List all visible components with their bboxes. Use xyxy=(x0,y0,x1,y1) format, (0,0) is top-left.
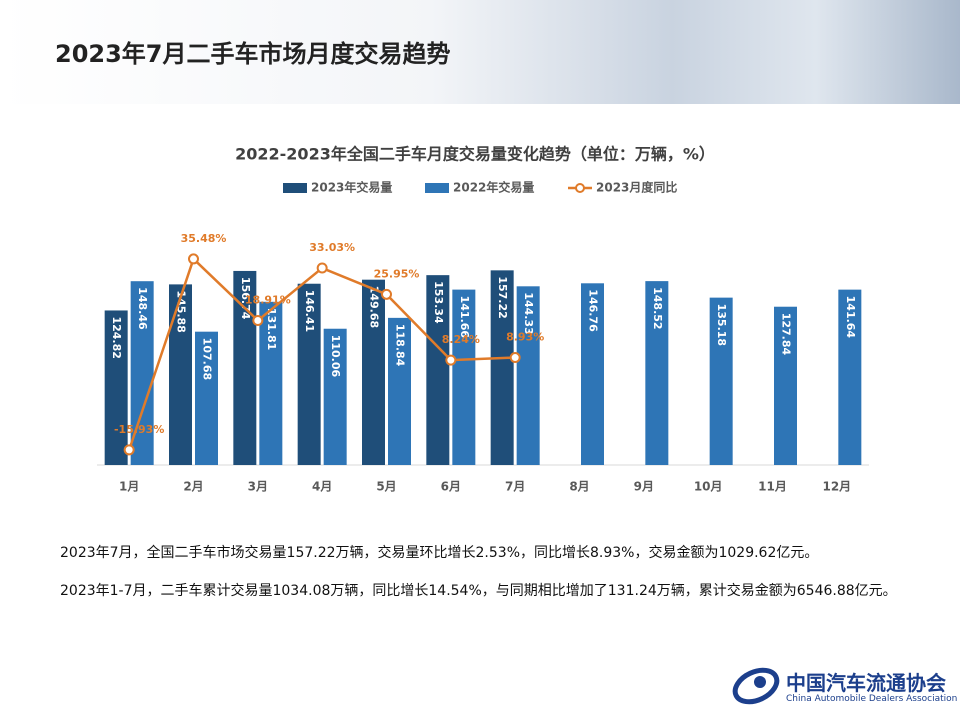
bar-value-label: 127.84 xyxy=(780,313,793,356)
line-value-label: 35.48% xyxy=(181,232,227,245)
x-tick-label: 3月 xyxy=(248,480,268,494)
note: 2023年1-7月，二手车累计交易量1034.08万辆，同比增长14.54%，与… xyxy=(60,583,897,599)
chart: 2022-2023年全国二手车月度交易量变化趋势（单位：万辆，%） 2023年交易… xyxy=(97,145,869,494)
bar-value-label: 156.74 xyxy=(239,277,252,320)
x-tick-label: 4月 xyxy=(312,480,332,494)
bar-value-label: 149.68 xyxy=(368,286,381,328)
bar-value-label: 141.64 xyxy=(844,296,857,339)
x-tick-label: 9月 xyxy=(634,480,654,494)
bar-value-label: 118.84 xyxy=(394,324,407,367)
line-value-label: 33.03% xyxy=(309,241,355,254)
bar xyxy=(259,301,283,465)
chart-title: 2022-2023年全国二手车月度交易量变化趋势（单位：万辆，%） xyxy=(235,145,715,164)
x-tick-label: 1月 xyxy=(119,480,139,494)
bar xyxy=(490,270,514,465)
bar-value-label: 110.06 xyxy=(329,335,342,378)
bar xyxy=(516,286,540,465)
bar xyxy=(323,328,347,465)
bar xyxy=(426,275,450,465)
x-tick-label: 12月 xyxy=(822,480,851,494)
bar-value-label: 131.81 xyxy=(265,308,278,350)
line-value-label: 8.93% xyxy=(506,331,544,344)
header-banner: 2023年7月二手车市场月度交易趋势 xyxy=(0,0,960,104)
legend-marker xyxy=(575,183,585,193)
line-marker xyxy=(123,444,135,456)
legend-swatch xyxy=(283,183,307,193)
bar xyxy=(645,281,669,465)
line-value-label: 25.95% xyxy=(374,267,420,280)
bar-value-label: 157.22 xyxy=(496,276,509,318)
legend-label: 2022年交易量 xyxy=(453,180,534,195)
x-tick-label: 11月 xyxy=(758,480,787,494)
bar-value-label: 146.76 xyxy=(587,289,600,332)
bar xyxy=(195,331,218,465)
line-marker xyxy=(509,352,521,364)
bar xyxy=(104,310,128,465)
line-marker xyxy=(188,253,199,265)
legend-label: 2023月度同比 xyxy=(596,180,677,195)
x-tick-label: 8月 xyxy=(569,480,589,494)
line-marker xyxy=(381,288,392,300)
logo-text: 中国汽车流通协会 xyxy=(786,671,946,695)
bar xyxy=(169,284,192,465)
line-marker xyxy=(252,314,264,326)
bar xyxy=(838,289,862,465)
x-tick-label: 10月 xyxy=(694,480,723,494)
line-value-label: 8.24% xyxy=(442,333,480,346)
bar-value-label: 107.68 xyxy=(201,338,214,380)
x-tick-label: 2月 xyxy=(183,480,203,494)
bar xyxy=(709,297,733,465)
bar-value-label: 145.88 xyxy=(175,290,188,332)
bar-value-label: 135.18 xyxy=(715,304,728,346)
x-tick-label: 7月 xyxy=(505,480,525,494)
bar xyxy=(774,306,797,465)
bar-value-label: 148.46 xyxy=(136,287,149,330)
line-marker xyxy=(316,262,328,274)
bar xyxy=(233,270,257,465)
bar-value-label: 153.34 xyxy=(432,281,445,324)
line-marker xyxy=(445,354,457,366)
bar-value-label: 141.66 xyxy=(458,296,471,339)
bar xyxy=(362,279,385,465)
bar-value-label: 146.41 xyxy=(303,290,316,332)
legend-swatch xyxy=(425,183,449,193)
bar xyxy=(297,283,321,465)
legend-label: 2023年交易量 xyxy=(311,180,392,195)
bar xyxy=(130,281,154,465)
bar-value-label: 148.52 xyxy=(651,287,664,329)
bar xyxy=(581,283,604,465)
line-value-label: -15.93% xyxy=(114,423,164,436)
bar xyxy=(388,317,411,465)
bar-value-label: 144.33 xyxy=(522,292,535,334)
note: 2023年7月，全国二手车市场交易量157.22万辆，交易量环比增长2.53%，… xyxy=(60,545,819,561)
bar xyxy=(452,289,476,465)
x-tick-label: 6月 xyxy=(441,480,461,494)
logo-subtext: China Automobile Dealers Association xyxy=(786,694,958,704)
logo-icon xyxy=(732,667,780,705)
slide-title: 2023年7月二手车市场月度交易趋势 xyxy=(55,40,451,68)
bar-value-label: 124.82 xyxy=(110,316,123,358)
line-value-label: 18.91% xyxy=(245,293,291,306)
x-tick-label: 5月 xyxy=(376,480,396,494)
